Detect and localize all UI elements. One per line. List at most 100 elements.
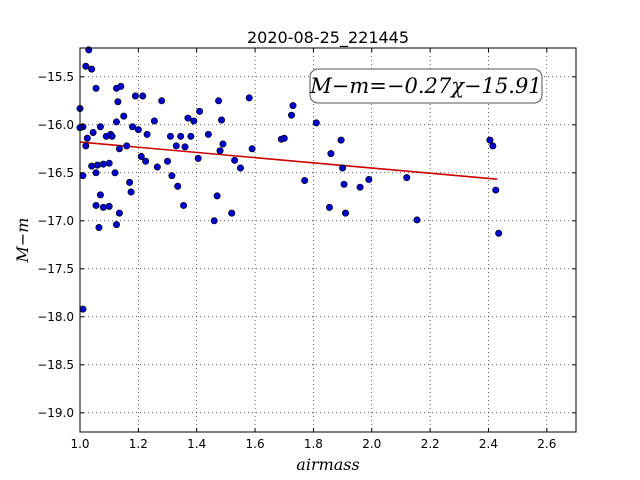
data-point — [82, 142, 90, 150]
data-point — [204, 130, 212, 138]
data-point — [187, 132, 195, 140]
fit-annotation: M−m=−0.27χ−15.91 — [309, 68, 543, 104]
data-point — [365, 176, 373, 184]
y-tick-label: −19.0 — [37, 406, 74, 420]
data-point — [96, 191, 104, 199]
data-point — [117, 82, 125, 90]
data-point — [210, 217, 218, 225]
data-point — [79, 172, 87, 180]
data-point — [288, 111, 296, 119]
data-point — [213, 192, 221, 200]
data-point — [108, 132, 116, 140]
data-point — [123, 142, 131, 150]
y-tick-label: −17.5 — [37, 262, 74, 276]
data-point — [340, 180, 348, 188]
data-point — [301, 176, 309, 184]
data-point — [143, 130, 151, 138]
y-axis-label: M−m — [13, 218, 32, 264]
x-tick-label: 1.6 — [246, 437, 265, 451]
data-point — [190, 117, 198, 125]
x-tick-label: 1.8 — [304, 437, 323, 451]
x-tick-labels: 1.0 1.2 1.4 1.6 1.8 2.0 2.2 2.4 2.6 — [70, 437, 556, 451]
data-point — [342, 209, 350, 217]
data-point — [164, 157, 172, 165]
data-point — [150, 117, 158, 125]
data-point — [236, 164, 244, 172]
data-point — [134, 126, 142, 134]
data-point — [245, 94, 253, 102]
annotation-box — [309, 68, 543, 104]
data-point — [196, 107, 204, 115]
y-tick-label: −16.5 — [37, 166, 74, 180]
data-point — [174, 182, 182, 190]
data-point — [112, 118, 120, 126]
y-tick-label: −16.0 — [37, 118, 74, 132]
x-tick-label: 1.4 — [187, 437, 206, 451]
data-point — [120, 112, 128, 120]
data-point — [339, 164, 347, 172]
data-point — [158, 97, 166, 105]
data-point — [139, 92, 147, 100]
data-point — [337, 136, 345, 144]
x-axis-label: airmass — [296, 455, 359, 474]
x-tick-label: 2.0 — [362, 437, 381, 451]
data-point — [215, 97, 223, 105]
data-point — [105, 159, 113, 167]
data-point — [280, 134, 288, 142]
data-point — [312, 119, 320, 127]
data-point — [219, 140, 227, 148]
data-point — [83, 134, 91, 142]
fit-line-layer — [79, 141, 498, 180]
data-point — [111, 169, 119, 177]
axis-ticks — [79, 48, 576, 432]
data-point — [184, 114, 192, 122]
data-point — [96, 123, 104, 131]
data-point — [127, 188, 135, 196]
data-point — [131, 92, 139, 100]
data-point — [413, 216, 421, 224]
data-point — [114, 98, 122, 106]
data-point — [99, 203, 107, 211]
x-tick-label: 2.2 — [421, 437, 440, 451]
data-points — [76, 46, 503, 313]
data-point — [112, 221, 120, 229]
data-point — [181, 143, 189, 151]
data-point — [99, 160, 107, 168]
data-point — [495, 229, 503, 237]
data-point — [88, 162, 96, 170]
data-point — [137, 152, 145, 160]
data-point — [168, 172, 176, 180]
data-point — [115, 209, 123, 217]
x-tick-label: 2.4 — [479, 437, 498, 451]
data-point — [129, 123, 137, 131]
data-point — [231, 156, 239, 164]
data-point — [94, 161, 102, 169]
data-point — [82, 62, 90, 70]
data-point — [356, 183, 364, 191]
data-point — [142, 157, 150, 165]
y-tick-label: −15.5 — [37, 70, 74, 84]
data-point — [228, 209, 236, 217]
x-tick-label: 1.0 — [70, 437, 89, 451]
data-point — [489, 142, 497, 150]
data-point — [194, 154, 202, 162]
data-point — [115, 145, 123, 153]
data-point — [153, 163, 161, 171]
chart-title: 2020-08-25_221445 — [247, 28, 409, 48]
data-point — [486, 136, 494, 144]
fit-line — [79, 141, 498, 180]
x-tick-label: 2.6 — [537, 437, 556, 451]
data-point — [79, 305, 87, 313]
data-point — [289, 102, 297, 110]
y-tick-label: −18.5 — [37, 358, 74, 372]
y-tick-labels: −15.5 −16.0 −16.5 −17.0 −17.5 −18.0 −18.5 −19.0 — [37, 70, 74, 420]
data-point — [218, 116, 226, 124]
data-point — [166, 132, 174, 140]
data-point — [88, 65, 96, 73]
plot-frame — [79, 47, 577, 433]
data-point — [95, 224, 103, 232]
data-point — [126, 178, 134, 186]
y-tick-label: −17.0 — [37, 214, 74, 228]
annotation-text: M−m=−0.27χ−15.91 — [309, 74, 541, 98]
